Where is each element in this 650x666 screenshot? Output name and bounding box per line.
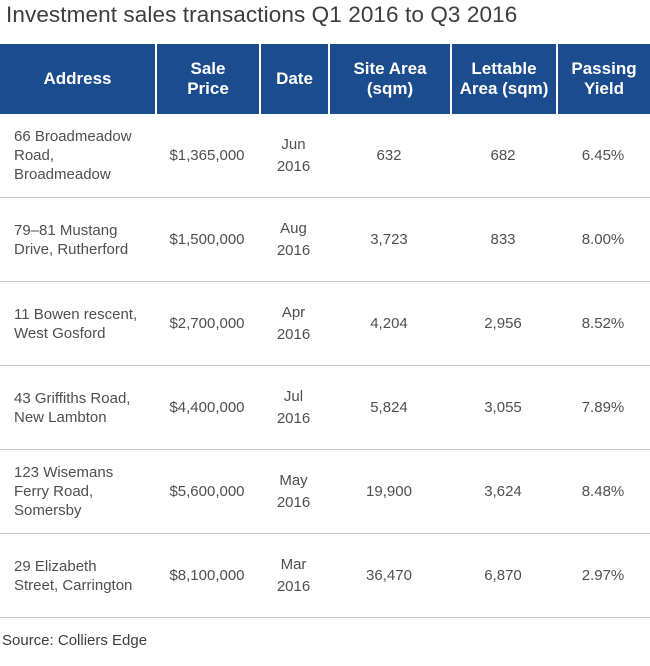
lettable-area-cell: 833 bbox=[450, 198, 556, 282]
lettable-area-cell: 2,956 bbox=[450, 282, 556, 366]
sale-price-cell: $1,500,000 bbox=[155, 198, 259, 282]
address-cell-line: 79–81 Mustang bbox=[14, 221, 118, 239]
address-cell-line: 43 Griffiths Road, bbox=[14, 389, 131, 407]
table-row: 43 Griffiths Road, New Lambton $4,400,000 J… bbox=[0, 366, 650, 450]
date-cell: Apr 2016 bbox=[259, 282, 328, 366]
column-header-address: Address bbox=[0, 44, 155, 114]
date-cell: Jul 2016 bbox=[259, 366, 328, 450]
column-header-line: Address bbox=[43, 69, 112, 88]
address-cell-line: 11 Bowen rescent, bbox=[14, 305, 138, 323]
address-cell-line: West Gosford bbox=[14, 324, 106, 342]
date-cell-line: Apr bbox=[281, 303, 306, 321]
passing-yield-cell: 8.48% bbox=[556, 450, 650, 534]
date-cell-line: Aug bbox=[280, 219, 307, 237]
sale-price-cell: $5,600,000 bbox=[155, 450, 259, 534]
column-header-line: Sale bbox=[190, 59, 226, 78]
date-cell-line: May bbox=[279, 471, 308, 489]
date-cell-line: 2016 bbox=[276, 493, 311, 511]
address-cell-line: Road, bbox=[14, 147, 55, 164]
date-cell-line: 2016 bbox=[276, 409, 311, 427]
date-cell: Jun 2016 bbox=[259, 114, 328, 198]
page-title: Investment sales transactions Q1 2016 to… bbox=[6, 2, 518, 27]
lettable-area-cell: 3,624 bbox=[450, 450, 556, 534]
address-cell-line: Ferry Road, bbox=[14, 483, 94, 500]
table-row: 79–81 Mustang Drive, Rutherford $1,500,000… bbox=[0, 198, 650, 282]
column-header-passing-yield: Passing Yield bbox=[556, 44, 650, 114]
address-cell: 29 Elizabeth Street, Carrington bbox=[0, 534, 155, 618]
address-cell: 123 Wisemans Ferry Road, Somersby bbox=[0, 450, 155, 534]
sale-price-cell: $1,365,000 bbox=[155, 114, 259, 198]
column-header-line: Area (sqm) bbox=[459, 79, 549, 98]
site-area-cell: 3,723 bbox=[328, 198, 450, 282]
sale-price-cell: $8,100,000 bbox=[155, 534, 259, 618]
passing-yield-cell: 7.89% bbox=[556, 366, 650, 450]
date-cell-line: Jul bbox=[283, 387, 304, 405]
column-header-line: Yield bbox=[584, 79, 624, 98]
date-cell-line: 2016 bbox=[276, 577, 311, 595]
site-area-cell: 19,900 bbox=[328, 450, 450, 534]
address-cell-line: 29 Elizabeth bbox=[14, 557, 97, 575]
address-cell-line: Somersby bbox=[14, 502, 82, 519]
date-cell-line: Mar bbox=[280, 555, 307, 573]
transactions-table: Address Sale Price Date Site Area (sqm) … bbox=[0, 44, 650, 618]
site-area-cell: 632 bbox=[328, 114, 450, 198]
lettable-area-cell: 3,055 bbox=[450, 366, 556, 450]
column-header-line: Lettable bbox=[471, 59, 537, 78]
passing-yield-cell: 8.00% bbox=[556, 198, 650, 282]
sale-price-cell: $2,700,000 bbox=[155, 282, 259, 366]
passing-yield-cell: 8.52% bbox=[556, 282, 650, 366]
table-body: 66 Broadmeadow Road, Broadmeadow $1,365,000… bbox=[0, 114, 650, 618]
table-row: 66 Broadmeadow Road, Broadmeadow $1,365,000… bbox=[0, 114, 650, 198]
date-cell: May 2016 bbox=[259, 450, 328, 534]
address-cell-line: 66 Broadmeadow bbox=[14, 128, 132, 145]
date-cell: Mar 2016 bbox=[259, 534, 328, 618]
column-header-line: Site Area bbox=[353, 59, 427, 78]
address-cell-line: Street, Carrington bbox=[14, 576, 133, 594]
date-cell-line: Jun bbox=[281, 135, 306, 153]
column-header-sale-price: Sale Price bbox=[155, 44, 259, 114]
address-cell: 43 Griffiths Road, New Lambton bbox=[0, 366, 155, 450]
address-cell-line: 123 Wisemans bbox=[14, 464, 114, 481]
date-cell-line: 2016 bbox=[276, 241, 311, 259]
column-header-line: Passing bbox=[571, 59, 637, 78]
column-header-lettable-area: Lettable Area (sqm) bbox=[450, 44, 556, 114]
column-header-line: (sqm) bbox=[366, 79, 414, 98]
table-row: 11 Bowen rescent, West Gosford $2,700,000 A… bbox=[0, 282, 650, 366]
lettable-area-cell: 6,870 bbox=[450, 534, 556, 618]
passing-yield-cell: 2.97% bbox=[556, 534, 650, 618]
address-cell-line: New Lambton bbox=[14, 408, 107, 426]
table-row: 29 Elizabeth Street, Carrington $8,100,000… bbox=[0, 534, 650, 618]
column-header-line: Date bbox=[276, 69, 313, 88]
date-cell-line: 2016 bbox=[276, 157, 311, 175]
site-area-cell: 5,824 bbox=[328, 366, 450, 450]
column-header-line: Price bbox=[187, 79, 229, 98]
column-header-date: Date bbox=[259, 44, 328, 114]
lettable-area-cell: 682 bbox=[450, 114, 556, 198]
site-area-cell: 36,470 bbox=[328, 534, 450, 618]
column-header-site-area: Site Area (sqm) bbox=[328, 44, 450, 114]
address-cell-line: Broadmeadow bbox=[14, 166, 111, 183]
table-header-row: Address Sale Price Date Site Area (sqm) … bbox=[0, 44, 650, 114]
address-cell-line: Drive, Rutherford bbox=[14, 240, 129, 258]
sale-price-cell: $4,400,000 bbox=[155, 366, 259, 450]
address-cell: 79–81 Mustang Drive, Rutherford bbox=[0, 198, 155, 282]
table-row: 123 Wisemans Ferry Road, Somersby $5,600,00… bbox=[0, 450, 650, 534]
passing-yield-cell: 6.45% bbox=[556, 114, 650, 198]
address-cell: 11 Bowen rescent, West Gosford bbox=[0, 282, 155, 366]
site-area-cell: 4,204 bbox=[328, 282, 450, 366]
source-note: Source: Colliers Edge bbox=[2, 632, 148, 649]
address-cell: 66 Broadmeadow Road, Broadmeadow bbox=[0, 114, 155, 198]
date-cell: Aug 2016 bbox=[259, 198, 328, 282]
date-cell-line: 2016 bbox=[276, 325, 311, 343]
